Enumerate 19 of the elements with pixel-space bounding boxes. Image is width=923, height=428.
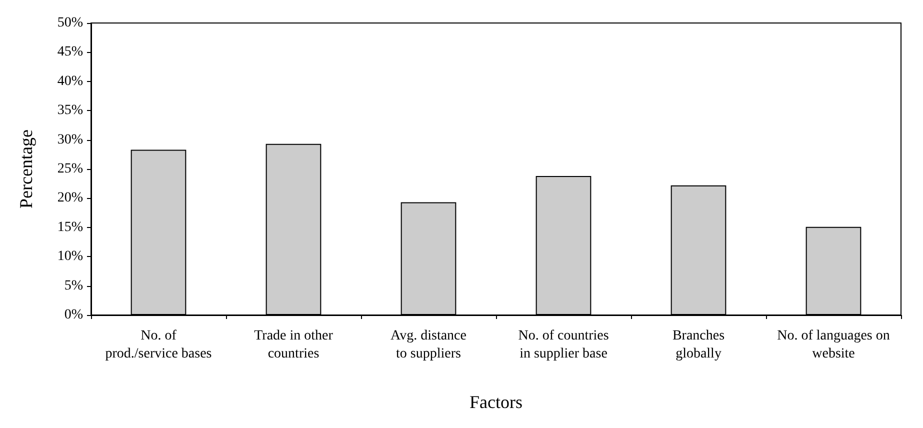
y-tick-label: 50% <box>57 16 84 30</box>
y-tick-label: 5% <box>64 278 84 294</box>
x-axis-title: Factors <box>470 392 522 412</box>
y-tick-label: 10% <box>57 249 84 264</box>
x-tick-label: Branches globally <box>672 328 725 362</box>
y-axis-title: Percentage <box>16 130 36 208</box>
y-tick-label: 25% <box>57 162 84 176</box>
y-tick-label: 45% <box>57 44 84 60</box>
x-tick-label: Avg. distance to suppliers <box>390 328 466 362</box>
y-tick-label: 40% <box>57 74 84 89</box>
x-tick-label: No. of countries in supplier base <box>518 328 609 362</box>
y-tick-label: 20% <box>57 190 84 206</box>
x-tick-label: No. of prod./service bases <box>105 328 212 362</box>
x-tick-label: No. of languages on website <box>777 328 890 362</box>
y-tick-label: 15% <box>57 220 84 235</box>
y-tick-label: 0% <box>64 308 84 322</box>
x-tick-label: Trade in other countries <box>254 328 334 362</box>
y-tick-label: 35% <box>57 103 84 118</box>
y-tick-label: 30% <box>57 132 84 148</box>
